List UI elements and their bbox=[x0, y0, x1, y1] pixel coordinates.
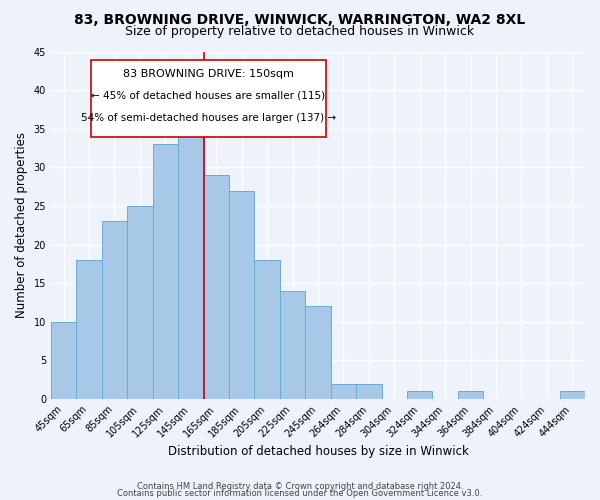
Text: Size of property relative to detached houses in Winwick: Size of property relative to detached ho… bbox=[125, 25, 475, 38]
Bar bbox=[127, 206, 152, 399]
Text: Contains HM Land Registry data © Crown copyright and database right 2024.: Contains HM Land Registry data © Crown c… bbox=[137, 482, 463, 491]
Bar bbox=[280, 291, 305, 399]
Text: 83, BROWNING DRIVE, WINWICK, WARRINGTON, WA2 8XL: 83, BROWNING DRIVE, WINWICK, WARRINGTON,… bbox=[74, 12, 526, 26]
Text: ← 45% of detached houses are smaller (115): ← 45% of detached houses are smaller (11… bbox=[91, 90, 326, 101]
Bar bbox=[458, 392, 483, 399]
Bar bbox=[102, 222, 127, 399]
FancyBboxPatch shape bbox=[91, 60, 326, 136]
Bar bbox=[331, 384, 356, 399]
X-axis label: Distribution of detached houses by size in Winwick: Distribution of detached houses by size … bbox=[167, 444, 469, 458]
Text: 83 BROWNING DRIVE: 150sqm: 83 BROWNING DRIVE: 150sqm bbox=[123, 69, 294, 79]
Bar bbox=[254, 260, 280, 399]
Bar bbox=[356, 384, 382, 399]
Bar bbox=[152, 144, 178, 399]
Text: 54% of semi-detached houses are larger (137) →: 54% of semi-detached houses are larger (… bbox=[81, 112, 336, 122]
Bar bbox=[229, 190, 254, 399]
Text: Contains public sector information licensed under the Open Government Licence v3: Contains public sector information licen… bbox=[118, 488, 482, 498]
Bar bbox=[178, 114, 203, 399]
Bar bbox=[407, 392, 433, 399]
Bar bbox=[305, 306, 331, 399]
Bar bbox=[76, 260, 102, 399]
Y-axis label: Number of detached properties: Number of detached properties bbox=[15, 132, 28, 318]
Bar bbox=[51, 322, 76, 399]
Bar bbox=[560, 392, 585, 399]
Bar bbox=[203, 175, 229, 399]
